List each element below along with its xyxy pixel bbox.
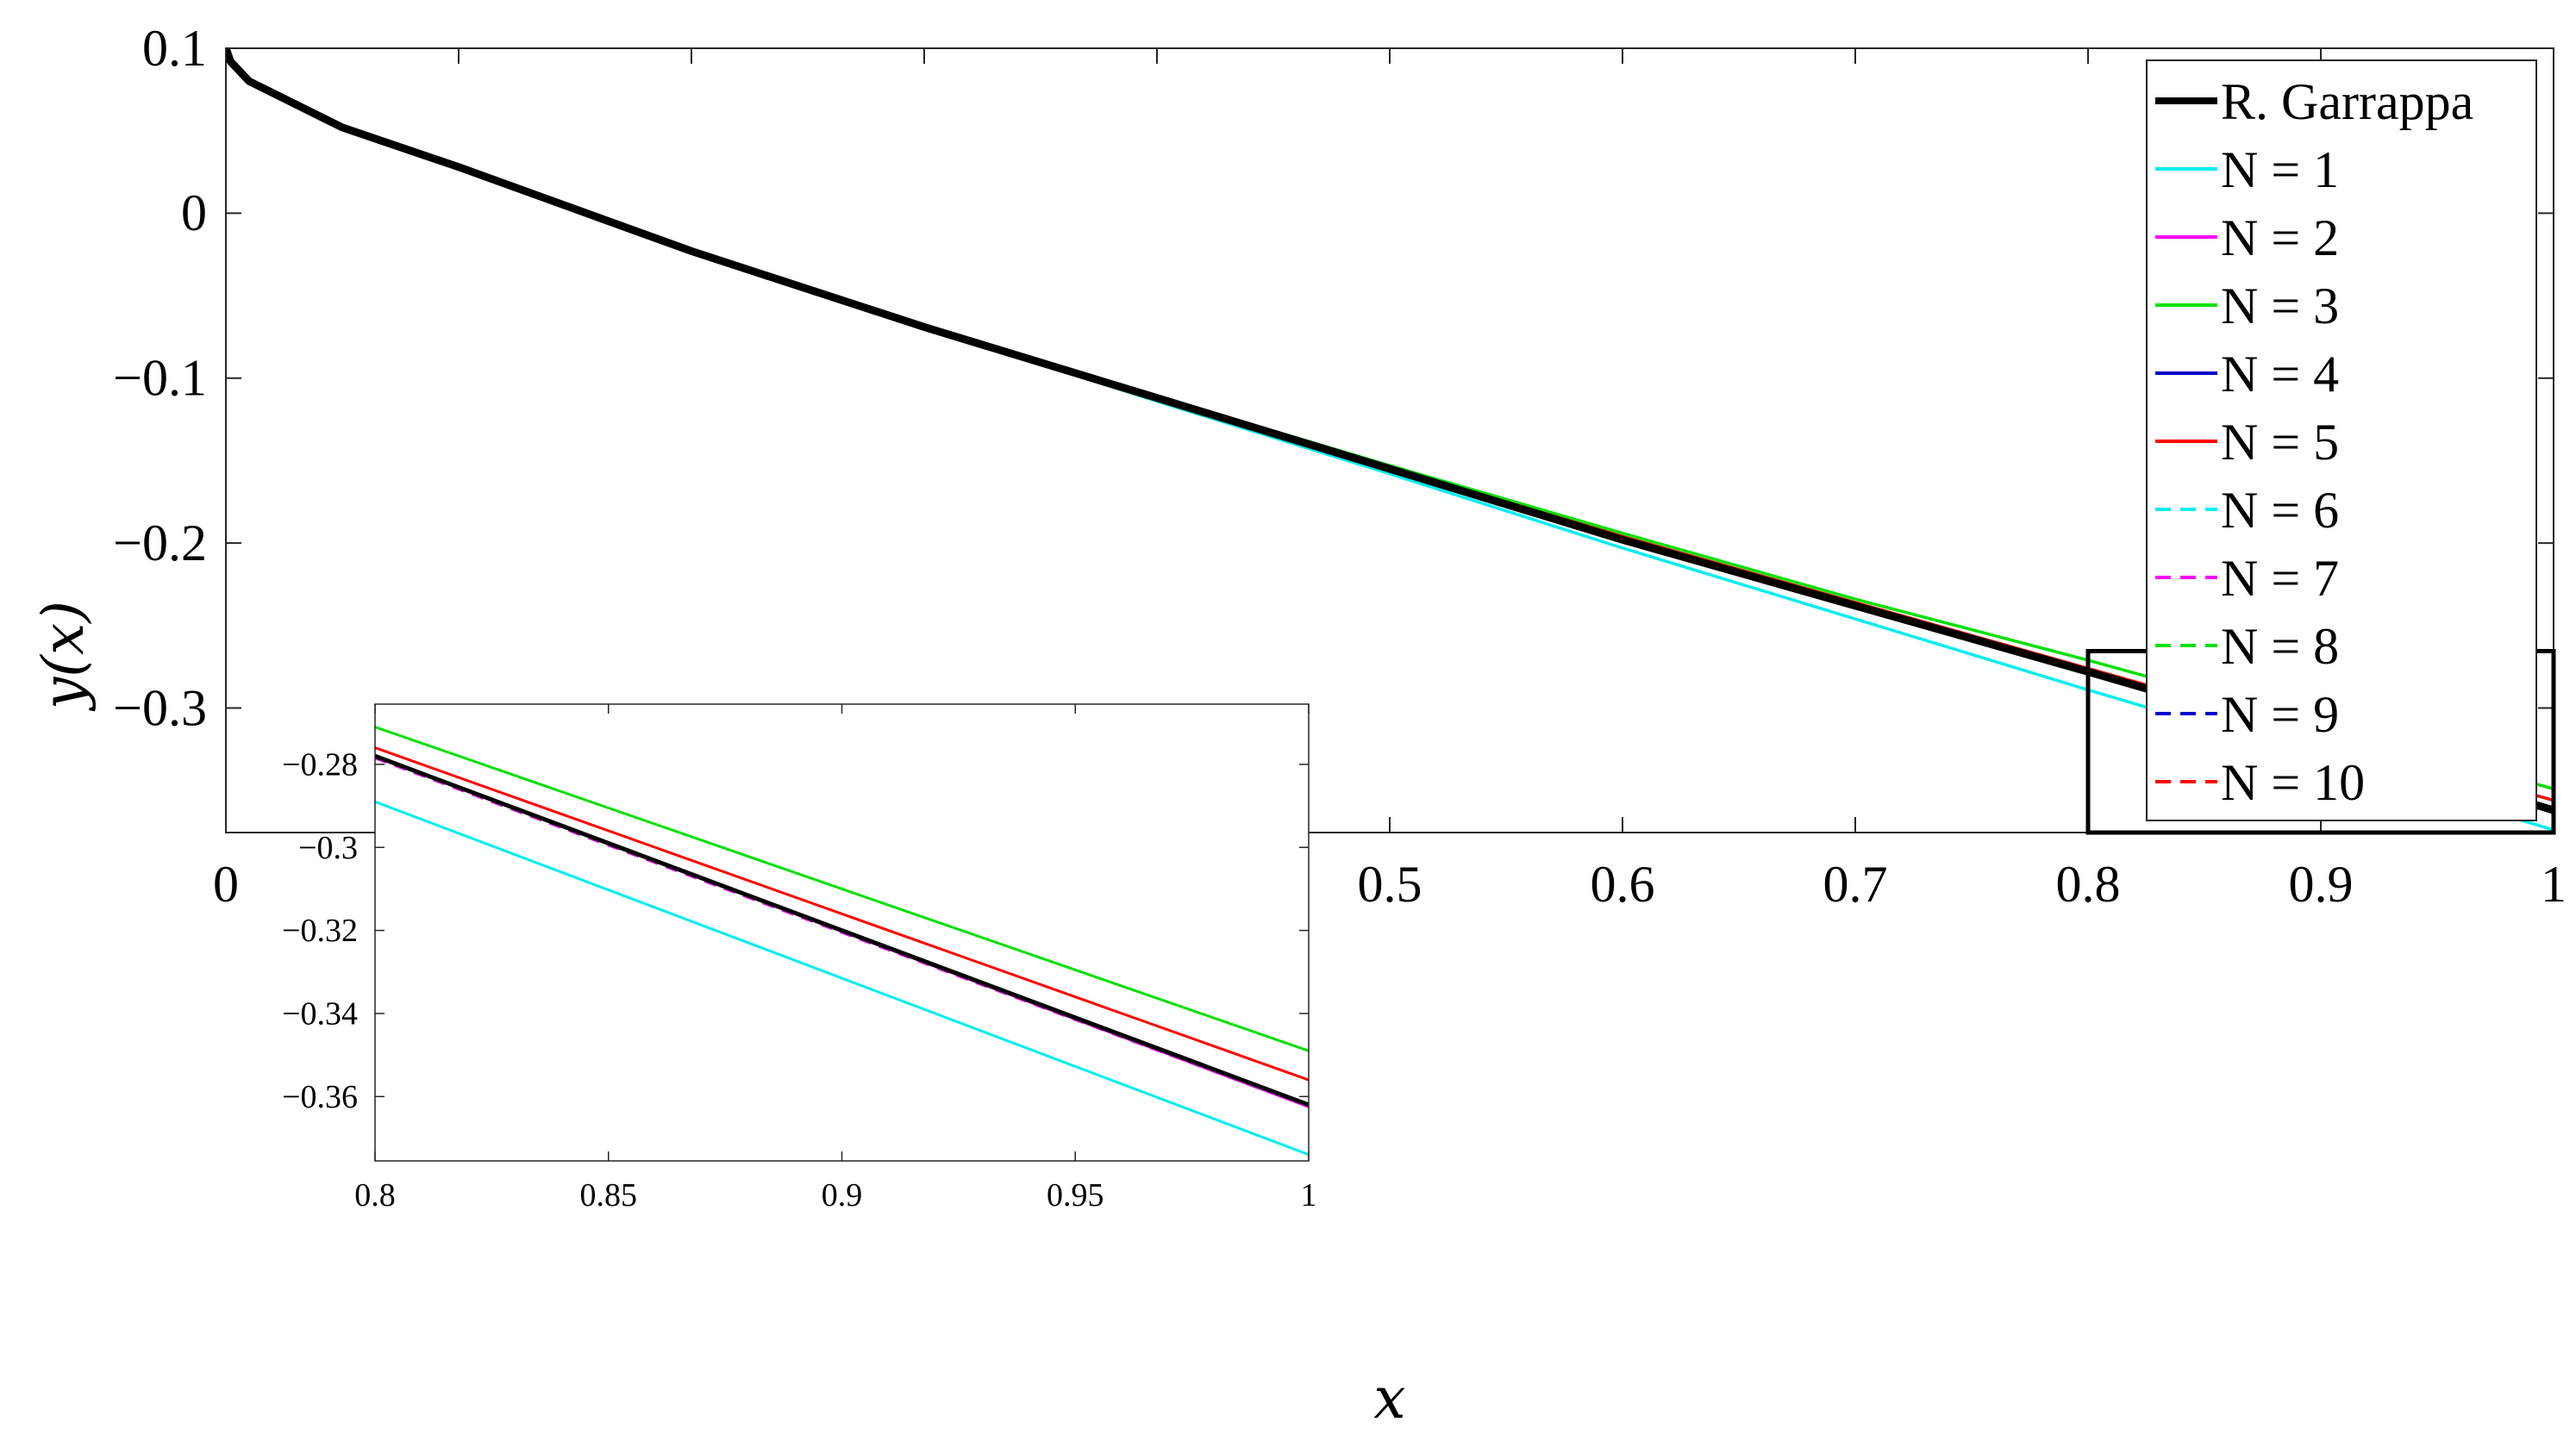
inset-x-tick-label: 0.8 (354, 1177, 396, 1213)
inset-series-line-5 (375, 746, 1309, 1082)
legend-label-2: N = 2 (2221, 209, 2339, 266)
inset-plot-lines (375, 726, 1309, 1157)
inset-series-line-1 (375, 800, 1309, 1157)
inset-ticks: 0.8 0.85 0.9 0.95 1 −0.28 −0.3 −0.32 −0.34 −0.36 (282, 704, 1317, 1213)
legend-label-6: N = 6 (2221, 482, 2339, 539)
inset-series-line-0 (375, 753, 1309, 1107)
main-x-tick-label: 0.5 (1358, 856, 1422, 913)
main-x-tick-label: 0 (213, 856, 239, 913)
legend: R. Garrappa N = 1 N = 2 N = 3 N = 4 N = 5 N = … (2146, 59, 2537, 821)
inset-y-tick-label: −0.3 (298, 830, 358, 866)
legend-label-7: N = 7 (2221, 550, 2339, 607)
inset-y-tick-label: −0.28 (282, 746, 358, 783)
inset-axes: 0.8 0.85 0.9 0.95 1 −0.28 −0.3 −0.32 −0.34 −0.36 (282, 703, 1317, 1213)
legend-label-0: R. Garrappa (2221, 73, 2473, 130)
legend-label-1: N = 1 (2221, 141, 2339, 198)
main-y-tick-label: 0 (181, 184, 207, 241)
legend-label-3: N = 3 (2221, 278, 2339, 334)
main-x-tick-label: 0.6 (1591, 856, 1655, 913)
main-x-tick-label: 0.9 (2289, 856, 2354, 913)
legend-label-10: N = 10 (2221, 754, 2365, 811)
inset-x-tick-label: 0.95 (1047, 1177, 1104, 1213)
inset-series-line-3 (375, 726, 1309, 1052)
inset-x-tick-label: 0.9 (822, 1177, 863, 1213)
legend-label-4: N = 4 (2221, 346, 2339, 402)
inset-x-tick-label: 1 (1301, 1177, 1317, 1213)
main-x-tick-label: 1 (2541, 856, 2567, 913)
main-y-tick-label: −0.2 (113, 515, 207, 571)
legend-label-9: N = 9 (2221, 686, 2339, 743)
legend-label-8: N = 8 (2221, 618, 2339, 675)
main-y-tick-label: −0.3 (113, 679, 207, 736)
legend-items: R. Garrappa N = 1 N = 2 N = 3 N = 4 N = 5 N = … (2155, 73, 2473, 811)
x-axis-label: x (1373, 1365, 1405, 1432)
inset-y-tick-label: −0.32 (282, 913, 358, 949)
main-x-tick-label: 0.8 (2056, 856, 2121, 913)
y-axis-label: y(x) (30, 601, 97, 712)
inset-x-tick-label: 0.85 (580, 1177, 638, 1213)
main-x-tick-label: 0.7 (1823, 856, 1888, 913)
legend-label-5: N = 5 (2221, 414, 2339, 471)
main-y-tick-label: 0.1 (142, 20, 207, 77)
inset-y-tick-label: −0.36 (282, 1079, 358, 1115)
main-plot-lines (226, 48, 2554, 832)
main-series-line-0 (226, 48, 2554, 814)
inset-y-tick-label: −0.34 (282, 995, 358, 1032)
main-y-tick-label: −0.1 (113, 350, 207, 407)
